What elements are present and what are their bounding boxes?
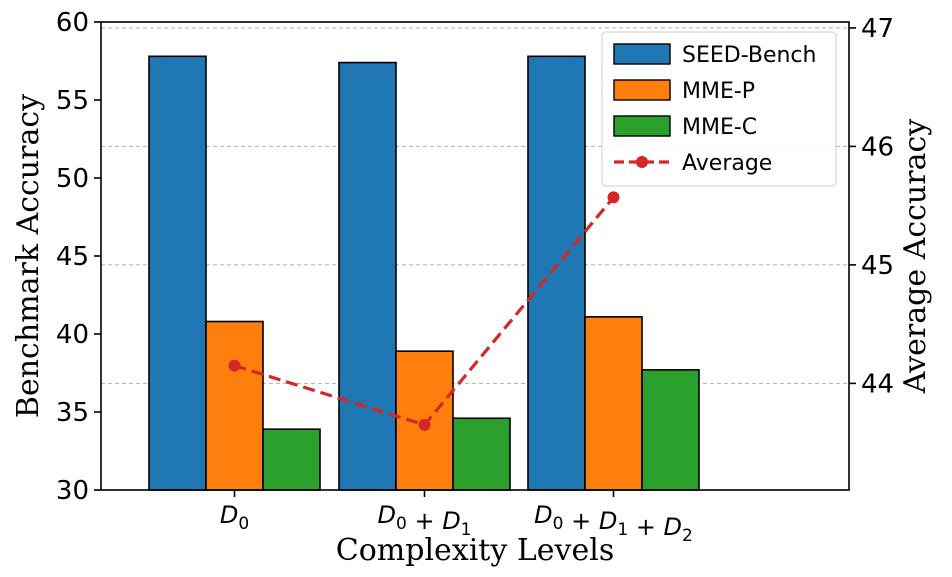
bar-mme-c-1: [452, 417, 511, 491]
average-point-0: [228, 359, 241, 372]
y-tick-label: 45: [56, 242, 89, 272]
bar-seed-bench-1: [338, 61, 397, 491]
legend-marker-average: [636, 156, 648, 168]
legend-label-mme-p: MME-P: [682, 79, 755, 104]
y2-axis-title: Average Accuracy: [898, 119, 933, 394]
bar-seed-bench-0: [148, 55, 207, 491]
legend-swatch-mme-p: [613, 79, 671, 101]
category-label-2: D0 + D1 + D2: [534, 501, 693, 546]
category-label-1: D0 + D1: [378, 501, 472, 540]
legend-box: [601, 31, 837, 187]
legend-swatch-mme-c: [613, 115, 671, 137]
legend-label-mme-c: MME-C: [682, 115, 757, 140]
x-axis: D0 D0 + D1 D0 + D1 + D2: [220, 490, 693, 546]
average-line-group: [228, 191, 620, 431]
y-tick-label: 35: [56, 398, 89, 428]
average-point-1: [418, 418, 431, 431]
legend-label-seed-bench: SEED-Bench: [682, 43, 816, 68]
legend-label-average: Average: [682, 151, 772, 176]
y-axis-title: Benchmark Accuracy: [11, 94, 46, 418]
y2-tick-label: 47: [861, 14, 894, 44]
right-axis: 44 45 46 47: [849, 14, 894, 399]
bar-mme-c-2: [641, 369, 700, 491]
bar-mme-p-0: [205, 320, 264, 491]
category-label-0: D0: [220, 501, 249, 534]
y2-tick-label: 44: [861, 369, 894, 399]
y-tick-label: 55: [56, 86, 89, 116]
y-tick-label: 50: [56, 164, 89, 194]
y-tick-label: 60: [56, 8, 89, 38]
bar-mme-p-2: [584, 316, 643, 491]
y-tick-label: 40: [56, 320, 89, 350]
y2-tick-label: 45: [861, 251, 894, 281]
legend-swatch-seed-bench: [613, 43, 671, 65]
bars: [148, 55, 700, 491]
bar-mme-c-0: [262, 428, 321, 491]
legend: SEED-Bench MME-P MME-C Average: [601, 31, 837, 187]
average-point-2: [607, 191, 620, 204]
bar-seed-bench-2: [527, 55, 586, 491]
left-axis: 30 35 40 45 50 55 60: [56, 8, 101, 506]
y-tick-label: 30: [56, 476, 89, 506]
y2-tick-label: 46: [861, 132, 894, 162]
x-axis-title: Complexity Levels: [336, 533, 614, 568]
